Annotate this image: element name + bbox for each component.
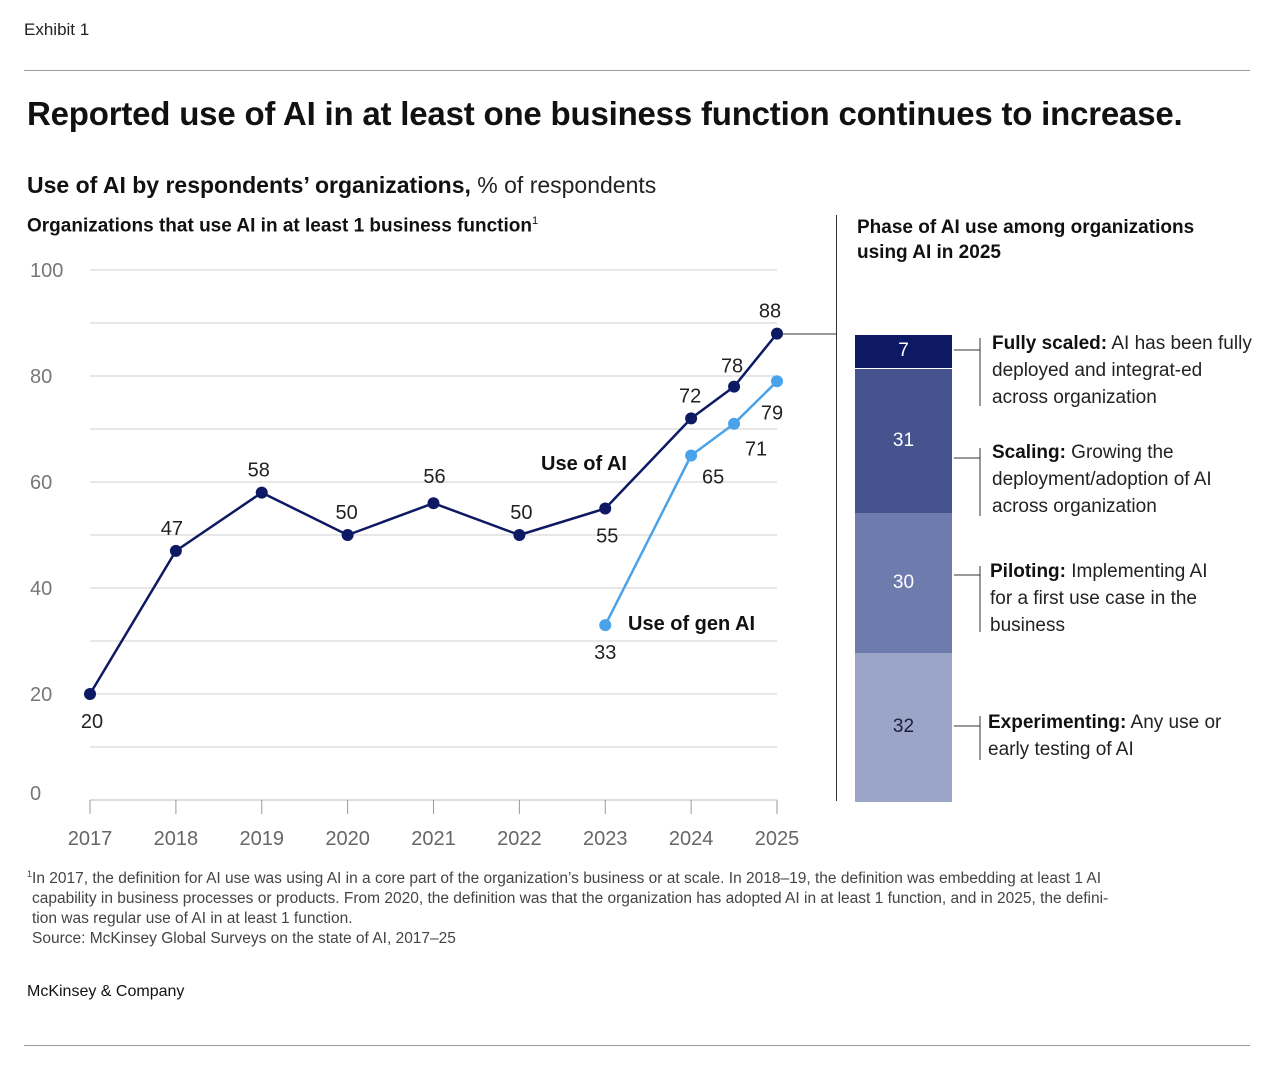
page-title: Reported use of AI in at least one busin… [27,95,1183,132]
bar-segment-fully-scaled: 7 [855,335,952,368]
phase-desc-piloting: Implementing AI for a first use case in … [990,561,1208,636]
phase-name-piloting: Piloting: [990,561,1066,582]
point-0-3 [341,529,354,541]
bar-label-scaling: 31 [892,429,915,451]
bar-segment-experimenting: 32 [855,651,952,802]
footnote-text-1: In 2017, the definition for AI use was u… [32,870,1102,888]
phase-experimenting: Experimenting: Any use or early testing … [988,709,1238,763]
point-0-9 [771,327,783,340]
point-0-8 [728,380,741,393]
data-label-1-3: 79 [761,402,783,424]
brand-name: McKinsey & Company [27,983,185,1000]
x-tick-label-2023: 2023 [583,828,628,850]
footnote-line-3: tion was regular use of AI in at least 1… [32,910,353,928]
phase-scaling: Scaling: Growing the deployment/adoption… [992,439,1237,520]
data-label-1-1: 65 [702,467,724,489]
panel-divider [836,215,837,801]
data-label-1-2: 71 [745,439,767,461]
exhibit-label: Exhibit 1 [24,20,90,39]
data-label-0-1: 47 [161,518,183,540]
point-0-2 [255,486,268,499]
point-0-6 [599,502,612,515]
point-0-0 [84,688,96,700]
x-tick-label-2019: 2019 [240,828,285,850]
point-0-7 [685,412,698,425]
bottom-rule [24,1045,1250,1046]
y-tick-label-40: 40 [30,578,52,600]
footnote-source: Source: McKinsey Global Surveys on the s… [32,930,456,948]
footnote-line-2: capability in business processes or prod… [32,890,1109,908]
bar-connectors [782,333,981,760]
x-tick-label-2025: 2025 [755,828,800,850]
x-tick-label-2022: 2022 [497,828,542,850]
line-chart-title: Organizations that use AI in at least 1 … [27,215,538,237]
y-tick-label-20: 20 [30,684,52,706]
phase-desc-scaling: Growing the deployment/adoption of AI ac… [992,442,1212,517]
x-tick-label-2020: 2020 [325,828,370,850]
data-label-0-6: 55 [596,526,618,548]
data-label-0-3: 50 [336,502,358,524]
point-1-2 [728,417,741,430]
bar-chart-title: Phase of AI use among organizations usin… [857,217,1195,263]
data-label-0-2: 58 [248,460,270,482]
phase-name-scaling: Scaling: [992,442,1066,463]
subtitle-bold: Use of AI by respondents’ organizations, [27,172,471,198]
phase-desc-experimenting: Any use or early testing of AI [988,712,1222,760]
phase-fully-scaled: Fully scaled: AI has been fully deployed… [992,330,1252,411]
y-tick-label-100: 100 [30,260,63,282]
line-chart-title-text: Organizations that use AI in at least 1 … [27,215,532,237]
y-tick-label-80: 80 [30,366,52,388]
point-0-4 [427,497,440,510]
footnote: 1In 2017, the definition for AI use was … [27,864,1237,949]
x-tick-label-2021: 2021 [411,828,456,850]
top-rule [24,70,1250,71]
bar-segment-scaling: 31 [855,367,952,514]
x-tick-label-2018: 2018 [154,828,199,850]
data-label-0-7: 72 [679,385,701,407]
phase-desc-fully-scaled: AI has been fully deployed and integrat-… [992,333,1252,408]
x-tick-label-2017: 2017 [68,828,113,850]
series-label-use-of-gen-ai: Use of gen AI [628,613,755,635]
bar-segment-piloting: 30 [855,512,952,653]
data-label-0-5: 50 [510,502,532,524]
bar-label-piloting: 30 [892,571,915,593]
phase-piloting: Piloting: Implementing AI for a first us… [990,558,1230,639]
data-label-0-8: 78 [721,356,743,378]
footnote-mark: 1 [27,869,33,879]
data-label-0-9: 88 [759,301,781,323]
point-1-0 [599,619,612,632]
y-tick-label-60: 60 [30,472,52,494]
data-label-1-0: 33 [594,642,616,664]
series-line-1 [604,380,778,626]
data-label-0-0: 20 [81,711,103,733]
y-tick-label-0: 0 [30,783,41,805]
point-0-5 [513,529,526,541]
footnote-marker: 1 [532,215,539,227]
point-1-3 [771,375,783,388]
x-tick-label-2024: 2024 [669,828,714,850]
data-label-0-4: 56 [423,466,445,488]
phase-name-fully-scaled: Fully scaled: [992,333,1108,354]
subtitle-unit: % of respondents [470,172,657,198]
point-0-1 [169,544,182,557]
series-line-0 [88,332,778,695]
bar-label-fully-scaled: 7 [898,340,909,362]
phase-name-experimenting: Experimenting: [988,712,1127,733]
footnote-line-1: 1In 2017, the definition for AI use was … [27,864,1237,889]
point-1-1 [685,449,698,462]
line-chart: 0 20 40 60 80 100 2017 2018 2019 2020 2021 2022 2023… [30,260,800,850]
series-label-use-of-ai: Use of AI [541,453,627,475]
chart-subtitle: Use of AI by respondents’ organizations,… [27,172,656,199]
bar-label-experimenting: 32 [892,716,915,738]
